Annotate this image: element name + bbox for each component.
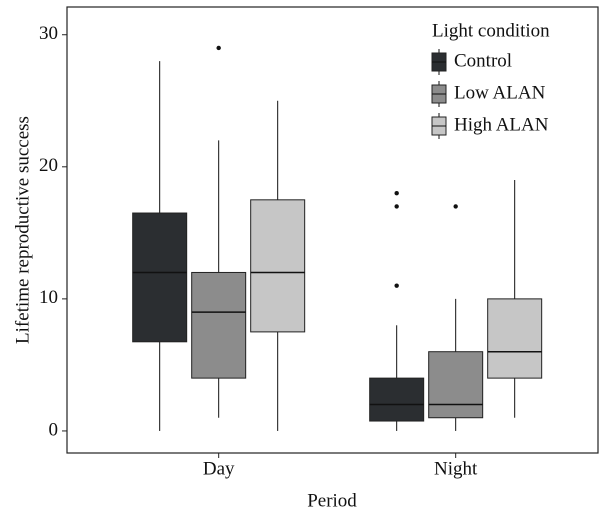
box — [191, 271, 247, 379]
outlier — [394, 204, 399, 209]
box — [132, 212, 188, 343]
box — [428, 351, 484, 419]
y-tick-label: 30 — [39, 23, 58, 44]
outlier — [394, 283, 399, 288]
box — [369, 377, 425, 422]
legend-label: High ALAN — [454, 114, 549, 135]
legend-label: Control — [454, 50, 512, 71]
x-axis-title: Period — [307, 490, 357, 511]
outlier — [453, 204, 458, 209]
outlier — [394, 191, 399, 196]
plot-frame — [66, 6, 599, 454]
y-axis-title: Lifetime reproductive success — [12, 116, 33, 344]
legend-title: Light condition — [432, 20, 550, 41]
y-tick-label: 20 — [39, 155, 58, 176]
box — [250, 199, 306, 333]
y-tick-label: 10 — [39, 287, 58, 308]
legend-label: Low ALAN — [454, 82, 546, 103]
x-tick-label: Day — [203, 458, 235, 479]
box — [487, 298, 543, 379]
y-tick-label: 0 — [49, 419, 59, 440]
outlier — [216, 45, 221, 51]
x-tick-label: Night — [434, 458, 478, 479]
